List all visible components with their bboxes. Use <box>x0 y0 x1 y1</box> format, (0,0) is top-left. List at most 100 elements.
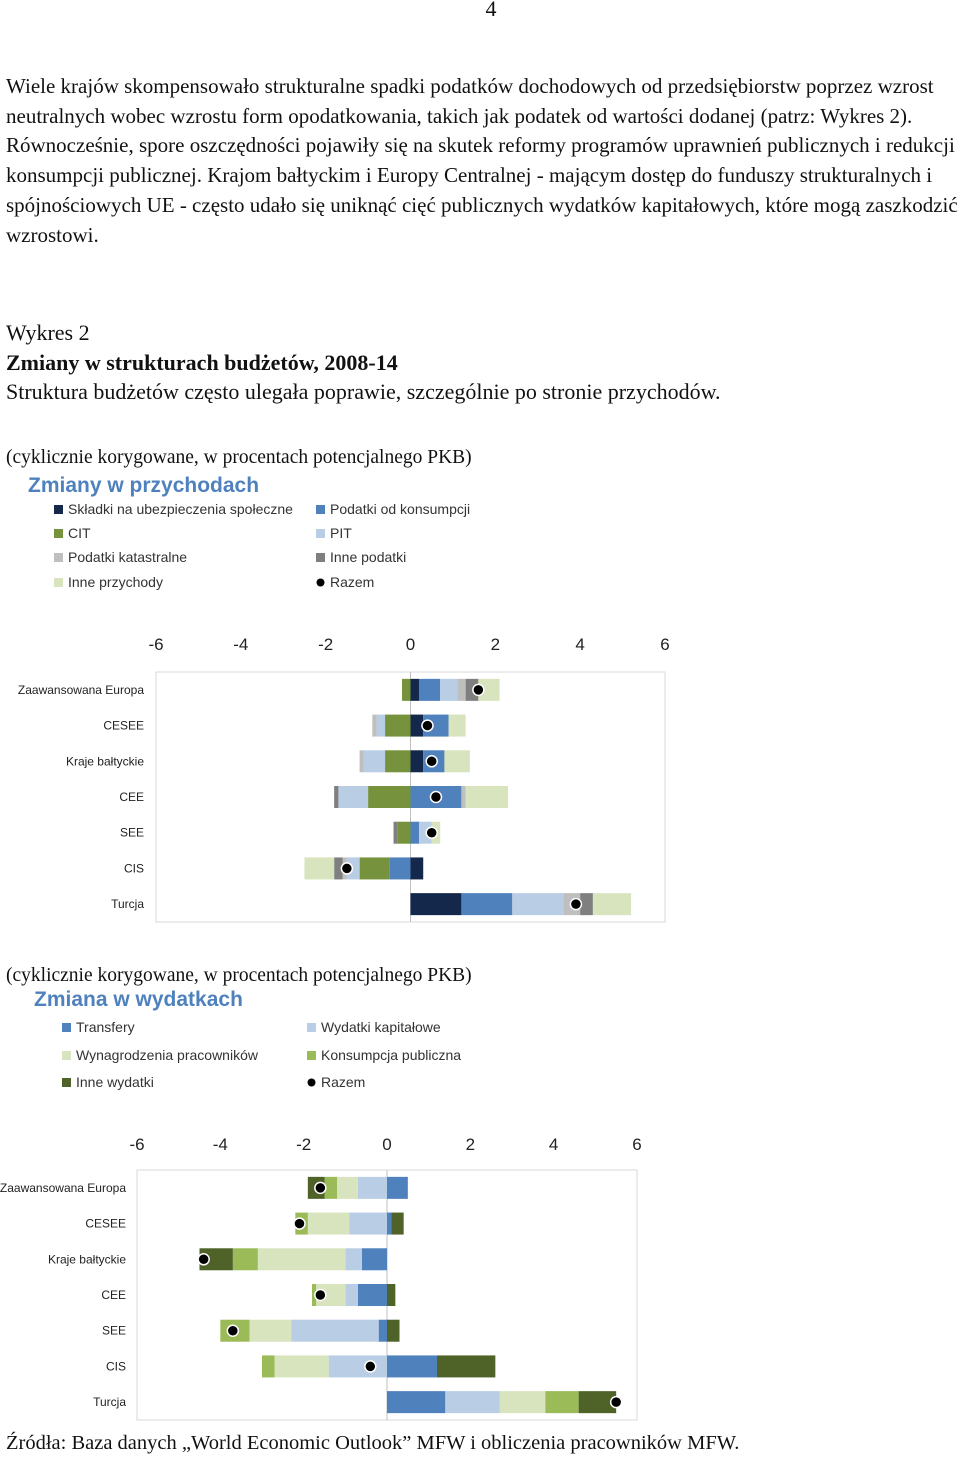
bar-segment-cit <box>385 750 411 773</box>
bar-segment-transfery <box>362 1248 387 1271</box>
figure-subtitle: Struktura budżetów często ulegała popraw… <box>6 379 721 404</box>
legend-swatch-inne-przychody <box>54 578 63 587</box>
expenditure-chart: Zmiana w wydatkach Transfery Wydatki kapit… <box>0 988 642 1421</box>
bar-segment-inne-wydatki <box>387 1284 396 1306</box>
bar-segment-wynagrodzenia-pracownikow <box>316 1284 346 1306</box>
legend-label-razem: Razem <box>321 1074 365 1090</box>
category-label-zaawansowana-europa: Zaawansowana Europa <box>18 683 144 697</box>
legend-swatch-skladki-na-ubezpieczenia-spoleczne <box>54 505 63 514</box>
total-marker-cesee <box>293 1217 306 1230</box>
total-marker-see <box>226 1324 240 1337</box>
bar-segment-wydatki-kapitalowe <box>445 1391 500 1414</box>
x-tick-label: -2 <box>296 1135 311 1154</box>
bar-segment-inne-wydatki <box>387 1319 400 1342</box>
total-marker-turcja <box>609 1395 623 1409</box>
bar-segment-pit <box>418 821 432 844</box>
category-label-see: SEE <box>120 826 144 840</box>
legend-label-wydatki-kapitalowe: Wydatki kapitałowe <box>321 1019 441 1035</box>
legend-label-wynagrodzenia-pracownikow: Wynagrodzenia pracowników <box>76 1047 259 1063</box>
bar-segment-inne-wydatki <box>391 1212 404 1235</box>
total-marker-zaawansowana-europa <box>314 1181 327 1195</box>
x-tick-label: 6 <box>632 1135 641 1154</box>
body-paragraph: Wiele krajów skompensowało strukturalne … <box>6 74 958 247</box>
bar-segment-wynagrodzenia-pracownikow <box>337 1176 358 1199</box>
revenue-chart: Zmiany w przychodach Składki na ubezpiecz… <box>18 474 670 923</box>
bar-segment-pit <box>346 857 360 880</box>
bar-segment-wydatki-kapitalowe <box>349 1212 387 1235</box>
total-marker-kraje-baltyckie <box>197 1253 210 1266</box>
bar-segment-konsumpcja-publiczna <box>232 1248 258 1271</box>
bar-segment-transfery <box>387 1176 408 1199</box>
figure-label: Wykres 2 <box>6 320 90 345</box>
legend-swatch-inne-wydatki <box>62 1078 71 1087</box>
legend-label-podatki-katastralne: Podatki katastralne <box>68 549 187 565</box>
bar-segment-transfery <box>357 1284 387 1306</box>
total-marker-cee <box>314 1288 327 1302</box>
bar-segment-inne-przychody <box>448 714 466 737</box>
bar-segment-wynagrodzenia-pracownikow <box>307 1212 350 1235</box>
bar-segment-podatki-katastralne <box>372 714 377 737</box>
total-marker-cesee <box>421 719 434 732</box>
legend-label-podatki-od-konsumpcji: Podatki od konsumpcji <box>330 501 470 517</box>
bar-segment-inne-wydatki <box>578 1391 617 1414</box>
bar-segment-inne-przychody <box>592 893 632 916</box>
bar-segment-konsumpcja-publiczna <box>262 1355 275 1378</box>
legend-label-konsumpcja-publiczna: Konsumpcja publiczna <box>321 1047 461 1063</box>
x-tick-label: -4 <box>213 1135 228 1154</box>
bar-segment-konsumpcja-publiczna <box>324 1176 337 1199</box>
legend-swatch-konsumpcja-publiczna <box>307 1051 316 1060</box>
bar-segment-skladki-na-ubezpieczenia-spoleczne <box>410 893 462 916</box>
bar-segment-inne-podatki <box>393 821 398 844</box>
bar-segment-skladki-na-ubezpieczenia-spoleczne <box>410 857 424 880</box>
legend-swatch-wydatki-kapitalowe <box>307 1023 316 1032</box>
bar-segment-pit <box>440 678 458 701</box>
x-tick-label: -6 <box>148 635 163 654</box>
bar-segment-cit <box>385 714 411 737</box>
bar-segment-transfery <box>378 1319 387 1342</box>
x-tick-label: -4 <box>233 635 248 654</box>
bar-segment-wydatki-kapitalowe <box>345 1248 362 1271</box>
bar-segment-podatki-katastralne <box>457 678 466 701</box>
legend-swatch-podatki-od-konsumpcji <box>316 505 325 514</box>
bar-segment-konsumpcja-publiczna <box>312 1284 317 1306</box>
page-number: 4 <box>485 0 497 21</box>
bar-segment-wydatki-kapitalowe <box>357 1176 387 1199</box>
bar-segment-skladki-na-ubezpieczenia-spoleczne <box>410 750 424 773</box>
legend-marker-razem <box>307 1078 316 1087</box>
chart-title: Zmiany w przychodach <box>28 474 259 497</box>
bar-segment-wydatki-kapitalowe <box>328 1355 387 1378</box>
legend-label-transfery: Transfery <box>76 1019 135 1035</box>
bar-segment-inne-przychody <box>444 750 470 773</box>
legend-swatch-wynagrodzenia-pracownikow <box>62 1051 71 1060</box>
total-marker-turcja <box>569 897 583 911</box>
legend-swatch-inne-podatki <box>316 553 325 562</box>
category-label-cee: CEE <box>101 1288 126 1302</box>
bar-segment-pit <box>512 893 564 916</box>
x-tick-label: -6 <box>129 1135 144 1154</box>
bar-segment-podatki-od-konsumpcji <box>461 893 513 916</box>
bar-segment-wydatki-kapitalowe <box>345 1284 358 1306</box>
bar-segment-wydatki-kapitalowe <box>291 1319 379 1342</box>
category-label-cesee: CESEE <box>85 1217 126 1231</box>
bar-segment-inne-przychody <box>304 857 335 880</box>
bar-segment-podatki-od-konsumpcji <box>410 821 419 844</box>
figure-title: Zmiany w strukturach budżetów, 2008-14 <box>6 350 398 375</box>
x-tick-label: 0 <box>382 1135 391 1154</box>
bar-segment-cit <box>402 678 411 701</box>
bar-segment-cit <box>397 821 411 844</box>
bar-segment-inne-przychody <box>465 786 509 808</box>
bar-segment-skladki-na-ubezpieczenia-spoleczne <box>410 714 424 737</box>
bar-segment-wynagrodzenia-pracownikow <box>257 1248 346 1271</box>
legend-swatch-pit <box>316 529 325 538</box>
category-label-kraje-baltyckie: Kraje bałtyckie <box>66 754 144 768</box>
expenditure-chart-note: (cyklicznie korygowane, w procentach pot… <box>6 965 472 986</box>
bar-segment-cit <box>359 857 390 880</box>
category-label-cis: CIS <box>106 1359 126 1373</box>
bar-segment-podatki-katastralne <box>359 750 364 773</box>
x-tick-label: 4 <box>575 635 584 654</box>
category-label-cee: CEE <box>119 790 144 804</box>
category-label-cis: CIS <box>124 861 144 875</box>
legend-label-pit: PIT <box>330 525 352 541</box>
total-marker-zaawansowana-europa <box>472 683 485 697</box>
legend-label-cit: CIT <box>68 525 91 541</box>
